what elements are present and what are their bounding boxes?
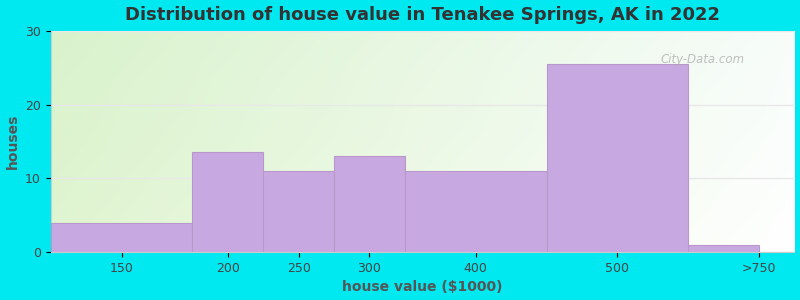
Bar [546, 64, 688, 252]
Bar [688, 245, 759, 252]
Bar [334, 156, 405, 252]
Bar [50, 223, 192, 252]
Bar [263, 171, 334, 252]
Y-axis label: houses: houses [6, 114, 19, 169]
X-axis label: house value ($1000): house value ($1000) [342, 280, 503, 294]
Text: City-Data.com: City-Data.com [661, 53, 745, 66]
Bar [192, 152, 263, 252]
Title: Distribution of house value in Tenakee Springs, AK in 2022: Distribution of house value in Tenakee S… [125, 6, 720, 24]
Bar [405, 171, 546, 252]
